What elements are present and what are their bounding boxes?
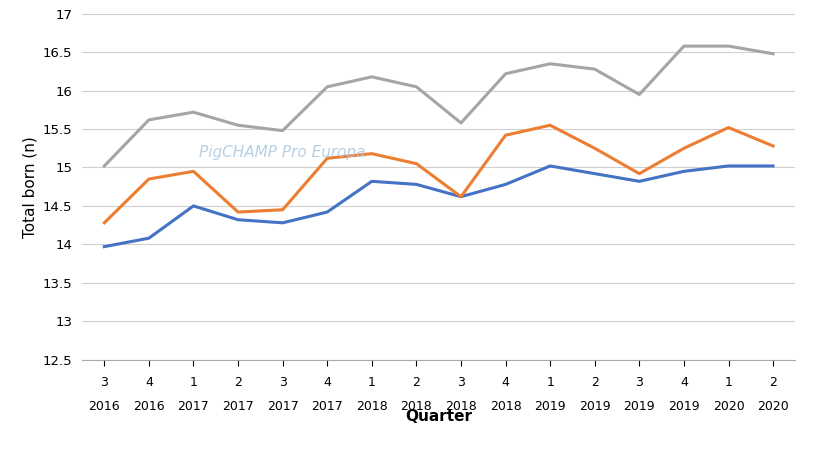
Text: 3: 3 <box>456 377 464 390</box>
Parity 3 to 6 <box>322 84 332 89</box>
Text: 2018: 2018 <box>445 400 477 413</box>
Parity 2 <box>366 151 376 156</box>
Parity 3 to 6 <box>99 163 109 169</box>
Parity 1 <box>322 209 332 215</box>
Text: 4: 4 <box>501 377 509 390</box>
Parity 2 <box>233 209 242 215</box>
Text: 2019: 2019 <box>578 400 610 413</box>
Parity 1 <box>99 244 109 249</box>
Parity 3 to 6 <box>455 120 465 126</box>
Line: Parity 1: Parity 1 <box>104 166 772 247</box>
Text: 2016: 2016 <box>133 400 165 413</box>
Text: 1: 1 <box>189 377 197 390</box>
Text: 4: 4 <box>679 377 687 390</box>
Parity 1 <box>144 236 154 241</box>
Parity 2 <box>634 171 644 177</box>
Text: 2019: 2019 <box>622 400 654 413</box>
Text: 2019: 2019 <box>667 400 699 413</box>
Parity 1 <box>366 178 376 184</box>
Parity 1 <box>634 178 644 184</box>
Parity 3 to 6 <box>545 61 554 66</box>
Parity 3 to 6 <box>589 66 599 72</box>
Parity 2 <box>455 194 465 200</box>
Parity 3 to 6 <box>678 43 688 49</box>
Text: 4: 4 <box>145 377 152 390</box>
Text: 2016: 2016 <box>88 400 120 413</box>
Parity 2 <box>722 125 732 130</box>
Parity 1 <box>500 182 510 187</box>
Parity 2 <box>545 123 554 128</box>
Text: 2019: 2019 <box>534 400 565 413</box>
Parity 3 to 6 <box>144 117 154 123</box>
Y-axis label: Total born (n): Total born (n) <box>22 136 37 237</box>
Line: Parity 2: Parity 2 <box>104 125 772 223</box>
Text: 4: 4 <box>323 377 331 390</box>
Parity 2 <box>411 161 421 166</box>
Text: 2018: 2018 <box>355 400 387 413</box>
Text: 2018: 2018 <box>400 400 432 413</box>
Text: 2: 2 <box>768 377 776 390</box>
Parity 3 to 6 <box>411 84 421 89</box>
Text: 1: 1 <box>724 377 731 390</box>
Text: 2017: 2017 <box>266 400 298 413</box>
Parity 2 <box>322 155 332 161</box>
Parity 2 <box>589 146 599 151</box>
Text: 1: 1 <box>368 377 375 390</box>
Parity 3 to 6 <box>634 92 644 97</box>
Parity 2 <box>767 143 777 149</box>
Parity 1 <box>545 163 554 169</box>
Text: 2: 2 <box>412 377 420 390</box>
Text: 2017: 2017 <box>311 400 342 413</box>
Parity 1 <box>188 203 198 209</box>
Text: 2017: 2017 <box>222 400 254 413</box>
Parity 2 <box>278 207 287 213</box>
Parity 3 to 6 <box>722 43 732 49</box>
Text: 2018: 2018 <box>489 400 521 413</box>
Parity 3 to 6 <box>500 71 510 77</box>
Parity 1 <box>411 182 421 187</box>
Parity 2 <box>500 132 510 138</box>
Parity 2 <box>188 169 198 174</box>
Text: 2020: 2020 <box>756 400 788 413</box>
Parity 3 to 6 <box>278 128 287 133</box>
Parity 1 <box>589 171 599 177</box>
Parity 2 <box>144 176 154 182</box>
Text: 2017: 2017 <box>178 400 209 413</box>
Parity 1 <box>455 194 465 200</box>
Text: PigCHAMP Pro Europa: PigCHAMP Pro Europa <box>198 145 364 160</box>
Parity 3 to 6 <box>366 74 376 80</box>
Parity 1 <box>678 169 688 174</box>
Parity 3 to 6 <box>233 123 242 128</box>
Text: 2: 2 <box>234 377 242 390</box>
Text: 1: 1 <box>545 377 554 390</box>
Text: 2020: 2020 <box>712 400 744 413</box>
Parity 3 to 6 <box>767 51 777 57</box>
Text: 2: 2 <box>590 377 598 390</box>
Parity 2 <box>678 146 688 151</box>
Parity 3 to 6 <box>188 109 198 115</box>
Parity 1 <box>278 220 287 225</box>
Parity 1 <box>233 217 242 223</box>
Text: 3: 3 <box>278 377 286 390</box>
Parity 1 <box>722 163 732 169</box>
Parity 1 <box>767 163 777 169</box>
Text: 3: 3 <box>635 377 642 390</box>
Line: Parity 3 to 6: Parity 3 to 6 <box>104 46 772 166</box>
Parity 2 <box>99 220 109 225</box>
X-axis label: Quarter: Quarter <box>405 409 472 424</box>
Text: 3: 3 <box>100 377 108 390</box>
